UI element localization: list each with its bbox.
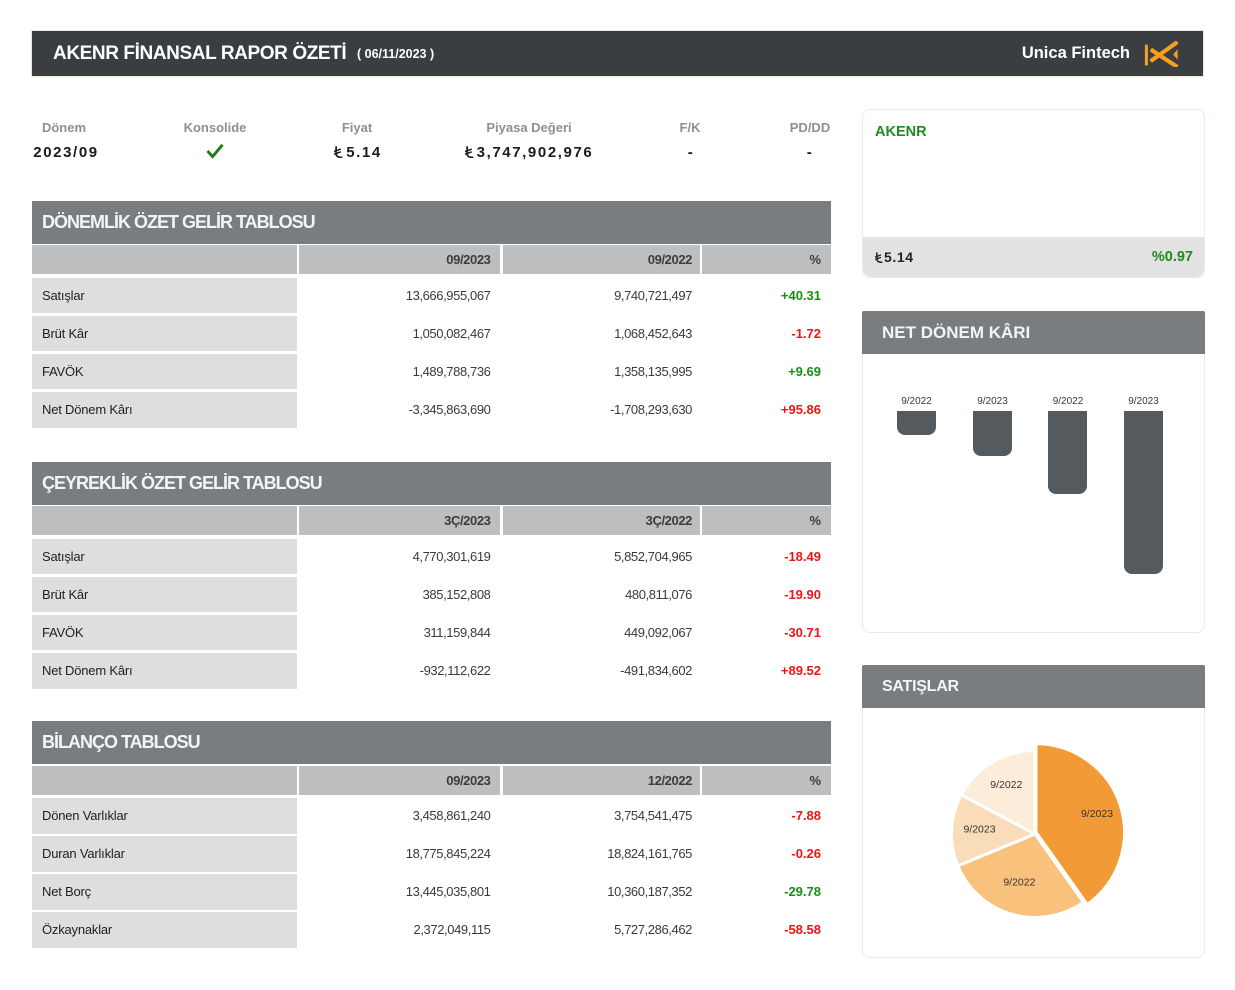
svg-text:9/2023: 9/2023 [1081, 807, 1113, 819]
svg-text:9/2022: 9/2022 [990, 778, 1022, 790]
svg-text:9/2022: 9/2022 [1003, 876, 1035, 888]
svg-text:9/2023: 9/2023 [963, 823, 995, 835]
